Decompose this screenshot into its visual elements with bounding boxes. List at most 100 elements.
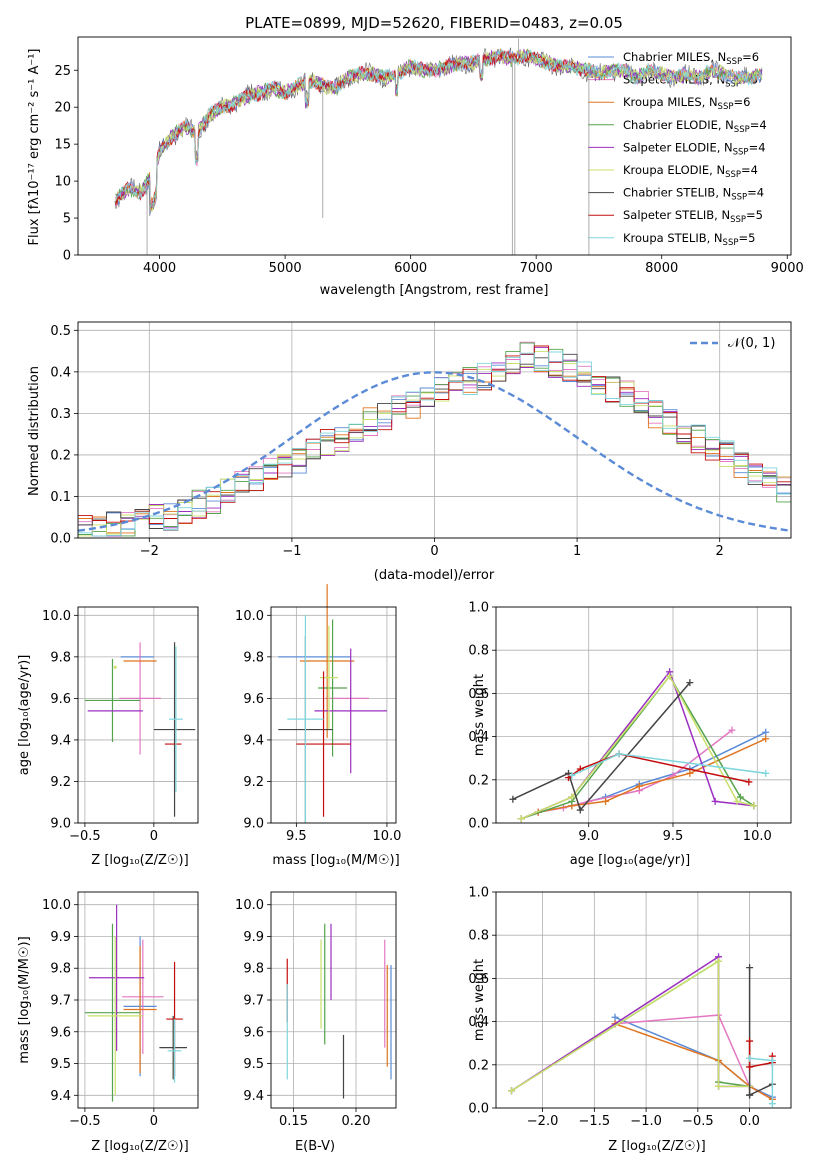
grid-layer (496, 606, 791, 824)
y-tick-label: 9.6 (50, 692, 71, 707)
y-tick-label: 9.8 (243, 962, 264, 977)
y-tick-label: 0.4 (468, 730, 489, 745)
y-tick-label: 20 (54, 101, 71, 116)
x-tick-label: 4000 (143, 261, 176, 276)
mass-vs-ebv-xlabel: E(B-V) (295, 1139, 335, 1154)
gaussian-legend-label: 𝒩(0, 1) (728, 336, 775, 351)
y-tick-label: 0.4 (468, 1015, 489, 1030)
legend-label-value: =5 (746, 208, 763, 222)
legend-label-value: =4 (741, 163, 758, 177)
y-tick-label: 9.0 (243, 817, 264, 832)
legend-label-subscript: SSP (733, 147, 749, 157)
mass-vs-ebv-panel: E(B-V) 0.15 0.20 9.4 9.5 9.6 9.7 9.8 9.9 10.0 (235, 891, 397, 1154)
y-tick-label: 9.8 (243, 650, 264, 665)
residuals-ylabel: Normed distribution (27, 366, 42, 496)
y-tick-label: 0.2 (50, 448, 71, 463)
grid-layer (271, 607, 396, 824)
legend-label-kroupa-elodie: Kroupa ELODIE, NSSP=4 (623, 163, 758, 180)
x-tick-label: 9000 (771, 261, 804, 276)
histogram-kroupa-stelib (78, 351, 791, 537)
marker-kroupa-miles (686, 769, 694, 777)
mass-vs-z-xlabel: Z [log₁₀(Z/Z☉)] (91, 1139, 188, 1154)
x-tick-label: 9.5 (286, 829, 307, 844)
marker-chabrier-stelib (746, 964, 754, 972)
x-tick-label: 10.0 (743, 829, 772, 844)
x-tick-label: −2 (140, 544, 159, 559)
legend-label-kroupa-miles: Kroupa MILES, NSSP=6 (623, 95, 750, 112)
y-tick-label: 1.0 (468, 601, 489, 616)
marker-salpeter-miles (728, 726, 736, 734)
y-tick-label: 15 (54, 138, 71, 153)
y-tick-label: 9.4 (243, 733, 264, 748)
legend-label-subscript: SSP (730, 215, 746, 225)
y-tick-label: 9.6 (243, 692, 264, 707)
legend-label-value: =4 (750, 118, 767, 132)
y-tick-label: 9.4 (243, 1089, 264, 1104)
line-chabrier-stelib (748, 967, 773, 1097)
weight-vs-age-ylabel: mass weight (472, 674, 487, 756)
marker-salpeter-elodie (711, 797, 719, 805)
legend-label-value: =4 (747, 186, 764, 200)
marker-kroupa-miles (635, 782, 643, 790)
marker-salpeter-stelib (746, 1063, 754, 1071)
residuals-panel: (data-model)/error Normed distribution 𝒩… (27, 321, 792, 583)
legend-label-subscript: SSP (723, 238, 739, 248)
legend-label-kroupa-stelib: Kroupa STELIB, NSSP=5 (623, 231, 755, 248)
y-tick-label: 0.2 (468, 1058, 489, 1073)
age-vs-mass-xlabel: mass [log₁₀(M/M☉)] (272, 853, 399, 868)
y-tick-label: 10.0 (235, 898, 264, 913)
legend-label-subscript: SSP (731, 193, 747, 203)
marker-kroupa-elodie (568, 793, 576, 801)
weight-vs-age-panel: age [log₁₀(age/yr)] mass weight 9.0 9.5 10… (468, 601, 792, 868)
legend-label-chabrier-miles: Chabrier MILES, NSSP=6 (623, 50, 759, 67)
grid-layer (78, 322, 791, 539)
axes-frame (77, 891, 199, 1109)
y-tick-label: 9.8 (50, 962, 71, 977)
axes-frame (270, 891, 397, 1109)
legend-label-subscript: SSP (725, 170, 741, 180)
legend-label-subscript: SSP (725, 80, 741, 90)
line-salpeter-stelib (568, 753, 750, 783)
marker-kroupa-elodie (733, 797, 741, 805)
y-tick-label: 0.5 (50, 324, 71, 339)
errorbar-layer (286, 923, 392, 1099)
y-tick-label: 1.0 (468, 886, 489, 901)
mass-vs-z-ylabel: mass [log₁₀(M/M☉)] (17, 936, 32, 1063)
marker-chabrier-stelib (509, 795, 517, 803)
mass-vs-z-panel: Z [log₁₀(Z/Z☉)] mass [log₁₀(M/M☉)] −0.5 0… (17, 891, 199, 1154)
y-tick-label: 9.9 (243, 930, 264, 945)
marker-kroupa-stelib (768, 1056, 776, 1064)
y-tick-label: 0.1 (50, 490, 71, 505)
marker-kroupa-miles (602, 797, 610, 805)
legend-label-subscript: SSP (726, 57, 742, 67)
x-tick-label: 0.20 (342, 1114, 371, 1129)
line-salpeter-elodie (521, 670, 754, 820)
weight-vs-z-ylabel: mass weight (472, 959, 487, 1041)
axes-frame (77, 36, 792, 256)
residuals-xlabel: (data-model)/error (374, 568, 495, 583)
x-tick-label: 6000 (394, 261, 427, 276)
marker-chabrier-stelib (576, 806, 584, 814)
spectrum-line-kroupa-stelib (115, 48, 763, 209)
axes-frame (77, 321, 792, 539)
axes-frame (77, 606, 199, 824)
axes-frame (270, 606, 397, 824)
weight-vs-z-panel: Z [log₁₀(Z/Z☉)] mass weight −2.0 −1.5 −1.0… (468, 886, 792, 1154)
x-tick-label: 7000 (520, 261, 553, 276)
line-chabrier-elodie (521, 674, 755, 820)
y-tick-label: 9.5 (243, 1057, 264, 1072)
marker-chabrier-miles (611, 1013, 619, 1021)
line-kroupa-elodie (511, 959, 750, 1092)
spectrum-lines (114, 38, 763, 255)
y-tick-label: 9.6 (243, 1025, 264, 1040)
marker-kroupa-elodie (715, 957, 723, 965)
spectrum-title: PLATE=0899, MJD=52620, FIBERID=0483, z=0… (245, 14, 623, 32)
x-tick-label: 9.0 (578, 829, 599, 844)
line-kroupa-elodie (521, 674, 755, 820)
y-tick-label: 10 (54, 175, 71, 190)
y-tick-label: 9.7 (50, 994, 71, 1009)
x-tick-label: 5000 (269, 261, 302, 276)
legend-label-subscript: SSP (734, 125, 750, 135)
x-tick-label: 0 (150, 829, 158, 844)
